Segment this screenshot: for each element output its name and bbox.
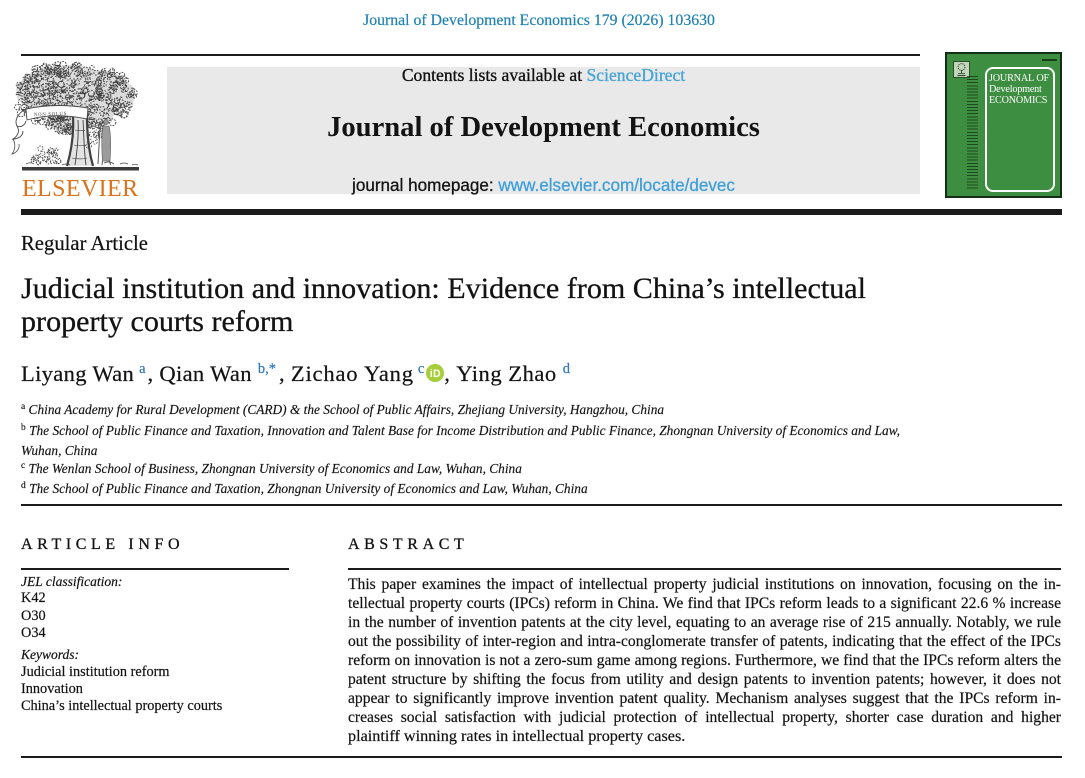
svg-text:iD: iD bbox=[430, 368, 441, 380]
svg-text:NON SOLUS: NON SOLUS bbox=[34, 112, 67, 118]
